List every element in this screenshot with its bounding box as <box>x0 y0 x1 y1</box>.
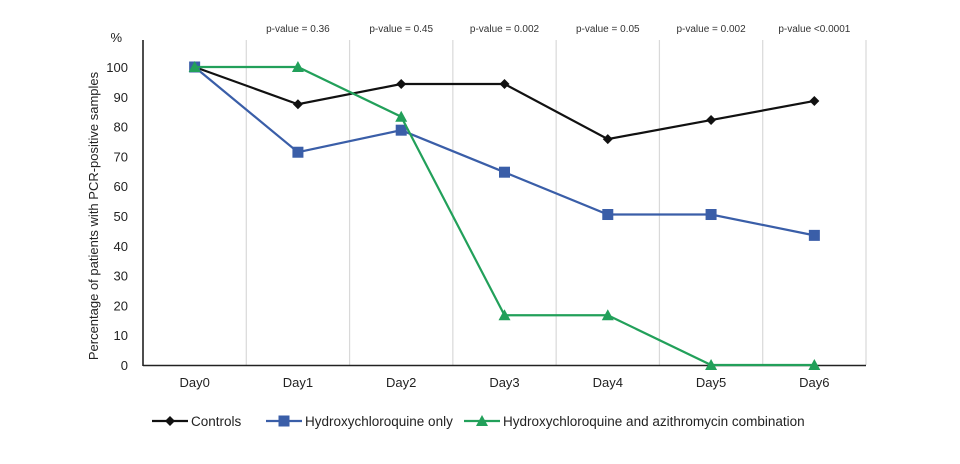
series-group <box>188 61 821 370</box>
data-point <box>292 146 304 158</box>
data-point <box>188 61 201 72</box>
data-point <box>292 99 303 110</box>
series-hydroxychloroquine-and-azithromycin-combination <box>188 61 821 370</box>
series-controls <box>189 62 820 145</box>
x-tick-label: Day5 <box>696 375 726 390</box>
legend-label: Hydroxychloroquine only <box>305 414 453 429</box>
legend-item: Hydroxychloroquine only <box>266 414 453 429</box>
data-point <box>705 359 718 370</box>
y-axis-title: Percentage of patients with PCR-positive… <box>86 71 101 360</box>
data-point <box>396 78 407 89</box>
legend-marker-triangle-icon <box>476 415 488 426</box>
series-line <box>193 66 815 237</box>
y-tick-label: 60 <box>114 179 128 194</box>
series-line <box>194 65 815 141</box>
data-point <box>499 166 510 178</box>
data-point <box>706 115 717 126</box>
p-value-annotation: p-value <0.0001 <box>778 24 850 35</box>
y-unit-label: % <box>110 30 122 45</box>
y-tick-label: 10 <box>114 328 128 343</box>
y-tick-label: 80 <box>114 120 128 135</box>
p-value-annotation: p-value = 0.002 <box>470 24 540 35</box>
y-tick-label: 90 <box>114 90 128 105</box>
x-tick-label: Day3 <box>489 375 519 390</box>
data-point <box>395 110 408 122</box>
data-point <box>602 134 613 145</box>
data-point <box>705 209 717 221</box>
y-tick-label: 20 <box>114 298 128 313</box>
legend-item: Hydroxychloroquine and azithromycin comb… <box>464 414 805 429</box>
data-point <box>602 209 614 221</box>
legend-marker-diamond-icon <box>165 416 175 426</box>
legend-label: Controls <box>191 414 242 429</box>
p-value-annotations: p-value = 0.36 p-value = 0.45 p-value = 0.… <box>266 24 851 35</box>
x-tick-label: Day4 <box>593 375 623 390</box>
data-point <box>809 95 820 106</box>
p-value-annotation: p-value = 0.36 <box>266 24 330 35</box>
data-point <box>291 61 304 72</box>
x-tick-labels: Day0 Day1 Day2 Day3 Day4 Day5 Day6 <box>179 375 829 390</box>
legend-item: Controls <box>152 414 242 429</box>
y-axis: % Percentage of patients with PCR-positi… <box>86 30 144 366</box>
legend: Controls Hydroxychloroquine only Hydroxych… <box>152 414 805 429</box>
y-tick-label: 70 <box>114 149 128 164</box>
legend-label: Hydroxychloroquine and azithromycin comb… <box>503 414 805 429</box>
y-tick-label: 50 <box>114 209 128 224</box>
data-point <box>808 229 820 241</box>
y-tick-label: 40 <box>114 239 128 254</box>
legend-marker-square-icon <box>278 415 290 427</box>
x-tick-label: Day2 <box>386 375 416 390</box>
data-point <box>808 359 821 370</box>
y-tick-labels: 0 10 20 30 40 50 60 70 80 90 100 <box>106 60 128 373</box>
y-tick-label: 100 <box>106 60 128 75</box>
data-point <box>601 309 614 321</box>
p-value-annotation: p-value = 0.45 <box>369 24 433 35</box>
y-tick-label: 30 <box>114 269 128 284</box>
x-tick-label: Day6 <box>799 375 829 390</box>
x-tick-label: Day0 <box>179 375 209 390</box>
data-point <box>498 309 511 321</box>
p-value-annotation: p-value = 0.05 <box>576 24 640 35</box>
data-point <box>395 124 407 136</box>
y-tick-label: 0 <box>121 358 128 373</box>
p-value-annotation: p-value = 0.002 <box>676 24 746 35</box>
x-tick-label: Day1 <box>283 375 313 390</box>
data-point <box>499 78 510 89</box>
